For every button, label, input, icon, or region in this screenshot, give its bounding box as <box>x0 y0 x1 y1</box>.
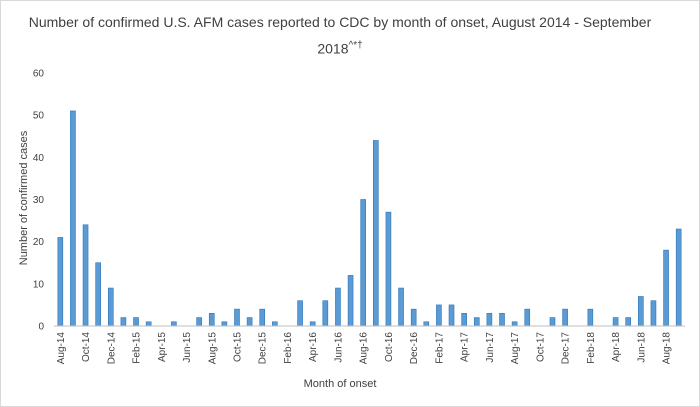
x-tick-label: Oct-15 <box>232 332 243 362</box>
x-tick-label: Dec-14 <box>106 332 117 365</box>
bar <box>171 321 177 327</box>
bar <box>95 262 101 327</box>
x-tick-label: Jun-15 <box>182 332 193 363</box>
bar <box>347 275 354 327</box>
bar <box>335 287 341 327</box>
bar <box>398 287 404 327</box>
bar <box>107 287 114 327</box>
bar <box>638 296 644 327</box>
x-tick-label: Apr-17 <box>460 332 471 362</box>
bar <box>57 237 64 327</box>
x-tick-label: Aug-17 <box>510 332 521 365</box>
bar <box>322 300 329 327</box>
bar <box>499 313 505 327</box>
bar <box>549 317 556 327</box>
bar <box>120 317 127 327</box>
x-tick-label: Aug-14 <box>56 332 67 365</box>
x-tick-label: Apr-15 <box>157 332 168 362</box>
chart-title-footnote-marks: ^*† <box>348 40 363 51</box>
bar <box>259 308 266 327</box>
y-tick-label: 40 <box>33 153 45 164</box>
y-axis-label: Number of confirmed cases <box>18 130 30 265</box>
x-axis-ticks: Aug-14 Oct-14 Dec-14 Feb-15 Apr-15 Jun-15 Aug-… <box>56 332 673 365</box>
x-tick-label: Aug-18 <box>662 332 673 365</box>
x-tick-label: Oct-17 <box>535 332 546 362</box>
y-tick-label: 50 <box>33 111 45 122</box>
y-tick-label: 0 <box>38 322 44 333</box>
x-tick-label: Dec-15 <box>258 332 269 365</box>
bar <box>675 228 682 327</box>
bar <box>297 300 303 327</box>
bar <box>410 308 417 327</box>
bar <box>385 211 392 327</box>
x-tick-label: Feb-17 <box>434 332 445 364</box>
bar <box>145 321 152 327</box>
bar <box>360 199 366 327</box>
x-tick-label: Feb-18 <box>586 332 597 364</box>
y-tick-label: 20 <box>33 237 45 248</box>
bar <box>524 308 531 327</box>
bar <box>473 317 480 327</box>
bar <box>486 313 493 327</box>
bar <box>196 317 202 327</box>
chart-title: Number of confirmed U.S. AFM cases repor… <box>20 10 660 61</box>
bar <box>663 249 669 327</box>
x-tick-label: Apr-16 <box>308 332 319 362</box>
x-tick-label: Oct-16 <box>384 332 395 362</box>
bar <box>587 308 594 327</box>
y-tick-label: 60 <box>33 69 45 80</box>
bar <box>208 313 215 327</box>
bar <box>70 110 76 327</box>
x-tick-label: Dec-17 <box>561 332 572 365</box>
bar <box>562 308 568 327</box>
bars <box>57 110 682 327</box>
bar <box>234 308 240 327</box>
bar <box>625 317 632 327</box>
x-tick-label: Jun-16 <box>333 332 344 363</box>
bar <box>82 224 89 327</box>
bar <box>221 321 228 327</box>
x-axis-label: Month of onset <box>304 378 377 390</box>
bar <box>246 317 253 327</box>
x-tick-label: Jun-18 <box>636 332 647 363</box>
y-axis-ticks: 0 10 20 30 40 50 60 <box>33 69 45 333</box>
bar <box>511 321 518 327</box>
y-tick-label: 10 <box>33 279 45 290</box>
bar <box>423 321 430 327</box>
x-tick-label: Aug-15 <box>207 332 218 365</box>
bar <box>373 140 379 327</box>
x-tick-label: Feb-16 <box>283 332 294 364</box>
bar <box>461 313 467 327</box>
bar <box>612 317 619 327</box>
x-tick-label: Feb-15 <box>132 332 143 364</box>
bar <box>309 321 316 327</box>
x-tick-label: Jun-17 <box>485 332 496 363</box>
bar <box>272 321 278 327</box>
bar <box>448 304 455 327</box>
bar <box>436 304 442 327</box>
y-tick-label: 30 <box>33 195 45 206</box>
bar <box>133 317 139 327</box>
chart-title-text: Number of confirmed U.S. AFM cases repor… <box>28 14 652 57</box>
x-tick-label: Aug-16 <box>359 332 370 365</box>
bar <box>650 300 657 327</box>
x-tick-label: Dec-16 <box>409 332 420 365</box>
x-tick-label: Oct-14 <box>81 332 92 362</box>
x-tick-label: Apr-18 <box>611 332 622 362</box>
